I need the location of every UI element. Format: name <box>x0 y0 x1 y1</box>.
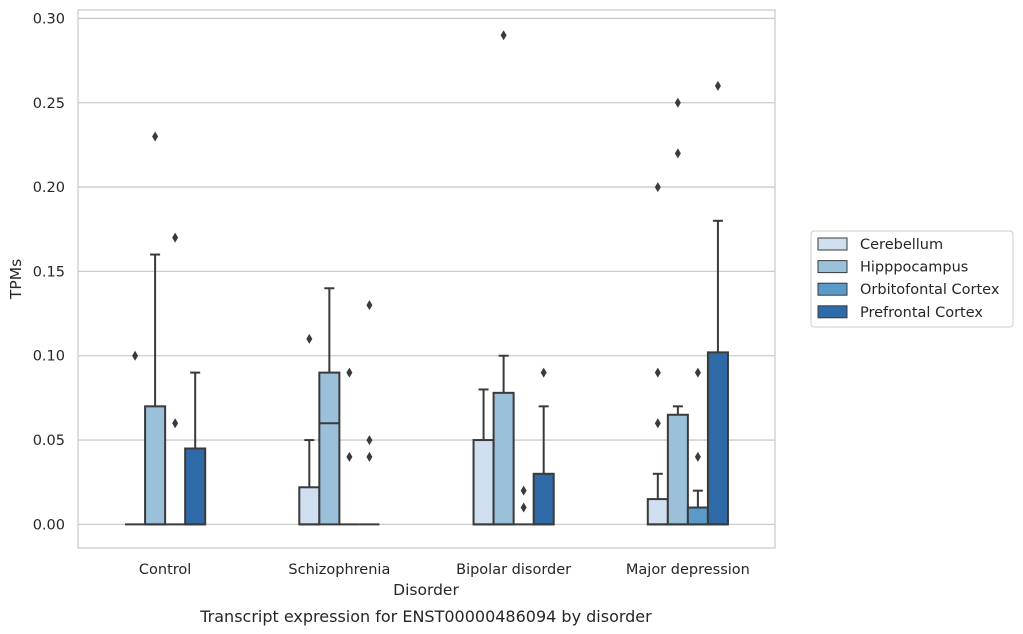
flier-point <box>306 333 313 344</box>
legend-swatch <box>817 260 848 274</box>
box-0-2 <box>165 232 186 526</box>
y-tick-label: 0.15 <box>33 264 65 280</box>
box-body <box>646 498 669 526</box>
box-2-2 <box>513 485 534 526</box>
legend-swatch <box>817 305 848 319</box>
box-body <box>318 371 341 526</box>
y-axis: 0.00 0.05 0.10 0.15 0.20 0.25 0.30 <box>33 11 65 533</box>
legend-label: Orbitofontal Cortex <box>860 282 1000 298</box>
flier-point <box>654 367 661 378</box>
flier-point <box>366 435 373 446</box>
box-3-1 <box>666 97 689 526</box>
box-1-2 <box>339 367 360 526</box>
y-tick-label: 0.10 <box>33 349 65 365</box>
flier-point <box>346 367 353 378</box>
box-body <box>472 439 495 526</box>
gridlines <box>78 17 775 526</box>
flier-point <box>366 300 373 311</box>
flier-point <box>520 485 527 496</box>
y-tick-label: 0.25 <box>33 96 65 112</box>
box-0-3 <box>184 371 207 526</box>
plot-frame <box>77 9 776 549</box>
box-3-3 <box>706 80 729 526</box>
flier-point <box>674 97 681 108</box>
boxes <box>125 30 729 526</box>
x-tick-label: Bipolar disorder <box>456 562 571 578</box>
legend-label: Prefrontal Cortex <box>860 305 983 321</box>
x-tick-label: Major depression <box>626 562 750 578</box>
flier-point <box>152 131 159 142</box>
box-2-3 <box>532 367 555 526</box>
box-2-1 <box>492 30 515 526</box>
flier-point <box>132 350 139 361</box>
box-body <box>298 486 321 526</box>
flier-point <box>714 80 721 91</box>
box-3-0 <box>646 182 669 526</box>
x-axis-title: Disorder <box>393 581 459 599</box>
flier-point <box>694 367 701 378</box>
flier-point <box>366 451 373 462</box>
legend: Cerebellum Hipppocampus Orbitofontal Corte… <box>810 230 1014 328</box>
box-body <box>666 413 689 526</box>
legend-label: Hipppocampus <box>860 260 968 276</box>
flier-point <box>520 502 527 513</box>
chart-caption: Transcript expression for ENST0000048609… <box>199 607 652 626</box>
box-body <box>706 351 729 526</box>
box-2-0 <box>472 388 495 526</box>
box-body <box>532 472 555 526</box>
box-0-1 <box>144 131 167 526</box>
flier-point <box>500 30 507 41</box>
y-axis-title: TPMs <box>7 259 25 300</box>
y-tick-label: 0.20 <box>33 180 65 196</box>
box-1-0 <box>298 333 321 526</box>
x-tick-label: Control <box>139 562 191 578</box>
y-tick-label: 0.00 <box>33 517 65 533</box>
flier-point <box>346 451 353 462</box>
flier-point <box>674 148 681 159</box>
legend-swatch <box>817 282 848 296</box>
flier-point <box>540 367 547 378</box>
box-1-1 <box>318 287 341 526</box>
box-body <box>184 447 207 526</box>
legend-swatch <box>817 237 848 251</box>
x-tick-label: Schizophrenia <box>288 562 390 578</box>
flier-point <box>694 451 701 462</box>
legend-frame <box>810 230 1014 328</box>
y-tick-label: 0.05 <box>33 433 65 449</box>
legend-label: Cerebellum <box>860 237 943 253</box>
box-1-3 <box>359 300 380 526</box>
flier-point <box>172 232 179 243</box>
box-0-0 <box>125 350 146 526</box>
box-body <box>144 405 167 526</box>
flier-point <box>172 418 179 429</box>
y-tick-label: 0.30 <box>33 11 65 27</box>
flier-point <box>654 418 661 429</box>
box-3-2 <box>686 367 709 526</box>
box-body <box>686 506 709 526</box>
flier-point <box>654 182 661 193</box>
x-axis: Control Schizophrenia Bipolar disorder Majo… <box>139 562 750 578</box>
box-body <box>492 391 515 526</box>
